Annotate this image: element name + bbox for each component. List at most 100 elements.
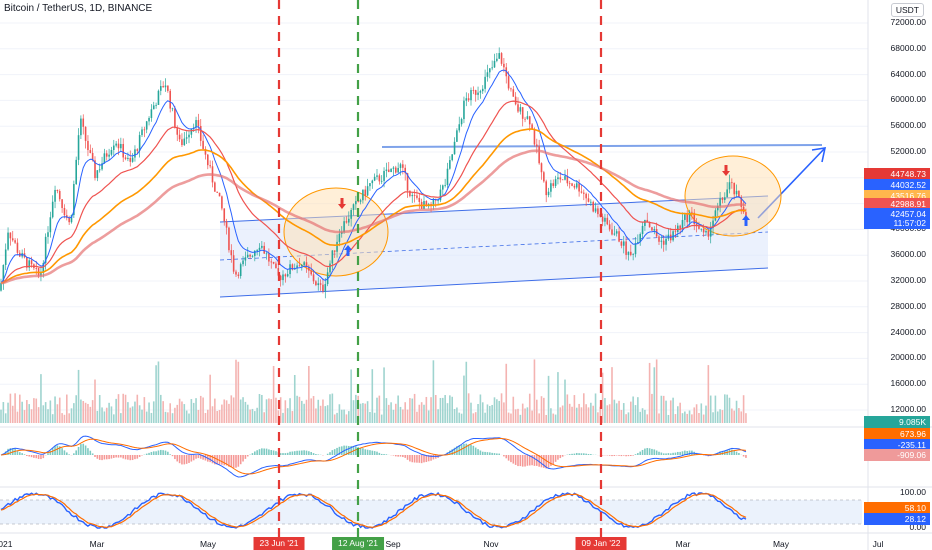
volume-bar xyxy=(37,407,40,423)
volume-bar xyxy=(618,400,620,423)
candle-body xyxy=(145,121,148,130)
volume-bar xyxy=(143,397,146,423)
volume-bar xyxy=(667,414,670,423)
candle-body xyxy=(613,233,616,235)
volume-bar xyxy=(604,398,606,423)
volume-bar xyxy=(427,410,430,423)
volume-bar xyxy=(728,397,731,423)
volume-bar xyxy=(547,375,550,423)
candle-body xyxy=(101,163,103,170)
candle-body xyxy=(270,261,273,263)
candle-body xyxy=(30,260,33,265)
candle-body xyxy=(376,175,378,177)
ema-line xyxy=(0,100,747,284)
stoch-axis-label: 100.00 xyxy=(900,487,926,497)
candle-body xyxy=(578,183,580,192)
volume-bar xyxy=(705,405,707,423)
candle-body xyxy=(371,180,374,184)
volume-bar xyxy=(418,404,421,423)
volume-bar xyxy=(660,395,663,423)
volume-bar xyxy=(493,397,496,423)
symbol-title[interactable]: Bitcoin / TetherUS, 1D, BINANCE xyxy=(4,3,153,14)
volume-bar xyxy=(655,359,658,423)
candle-body xyxy=(63,207,66,216)
candle-body xyxy=(474,90,477,95)
volume-bar xyxy=(348,411,350,423)
candle-body xyxy=(691,211,693,213)
volume-bar xyxy=(505,363,508,423)
candle-body xyxy=(167,85,169,91)
candle-body xyxy=(68,217,70,223)
candle-body xyxy=(305,262,308,267)
volume-bar xyxy=(479,394,482,423)
candle-body xyxy=(129,157,132,162)
volume-bar xyxy=(216,410,218,423)
volume-bar xyxy=(251,408,254,423)
candle-body xyxy=(524,118,526,120)
volume-bar xyxy=(359,403,362,423)
candle-body xyxy=(486,72,489,77)
volume-bar xyxy=(98,395,101,423)
candle-body xyxy=(444,184,446,186)
volume-bar xyxy=(204,412,207,423)
candle-body xyxy=(580,191,583,193)
candle-body xyxy=(331,250,334,264)
volume-bar xyxy=(89,406,92,423)
volume-bar xyxy=(707,365,710,423)
candle-body xyxy=(364,189,367,196)
candle-body xyxy=(402,164,404,168)
volume-bar xyxy=(152,401,155,423)
candle-body xyxy=(526,116,529,119)
candle-body xyxy=(392,167,395,169)
candle-body xyxy=(230,250,233,256)
volume-bar xyxy=(56,404,59,423)
volume-bar xyxy=(674,414,677,423)
candle-body xyxy=(507,76,510,89)
candle-body xyxy=(308,266,310,271)
candle-body xyxy=(385,169,388,171)
candle-body xyxy=(289,264,291,275)
volume-bar xyxy=(329,394,331,423)
candle-body xyxy=(207,154,209,166)
candle-body xyxy=(521,107,524,119)
candle-body xyxy=(510,88,512,90)
volume-bar xyxy=(138,405,141,423)
candle-body xyxy=(75,159,77,185)
volume-bar xyxy=(606,405,609,423)
candle-body xyxy=(528,116,531,125)
volume-bar xyxy=(413,393,416,423)
volume-bar xyxy=(148,402,150,423)
candle-body xyxy=(648,222,651,228)
volume-bar xyxy=(536,399,538,423)
candle-body xyxy=(157,90,160,105)
volume-bar xyxy=(679,402,681,423)
candle-body xyxy=(604,217,606,222)
volume-bar xyxy=(500,393,503,423)
volume-bar xyxy=(526,407,529,423)
volume-bar xyxy=(352,400,355,423)
candle-body xyxy=(575,183,578,188)
currency-button[interactable]: USDT xyxy=(890,3,924,17)
volume-bar xyxy=(543,397,545,423)
volume-bar xyxy=(124,394,127,423)
volume-bar xyxy=(627,412,630,423)
volume-bar xyxy=(131,406,134,423)
volume-bar xyxy=(686,413,688,423)
candle-body xyxy=(390,168,392,173)
candle-body xyxy=(185,137,188,139)
candle-body xyxy=(2,264,5,284)
price-axis-label: 28000.00 xyxy=(890,300,926,311)
candle-body xyxy=(249,254,251,257)
candle-body xyxy=(108,154,110,157)
price-axis-label: 64000.00 xyxy=(890,68,926,79)
volume-bar xyxy=(322,399,324,423)
volume-bar xyxy=(355,394,357,423)
volume-bar xyxy=(256,407,258,423)
price-axis-label: 32000.00 xyxy=(890,275,926,285)
candle-body xyxy=(275,263,277,269)
candle-body xyxy=(561,179,564,181)
volume-bar xyxy=(383,367,385,423)
candle-body xyxy=(714,210,717,221)
candle-body xyxy=(724,197,726,200)
